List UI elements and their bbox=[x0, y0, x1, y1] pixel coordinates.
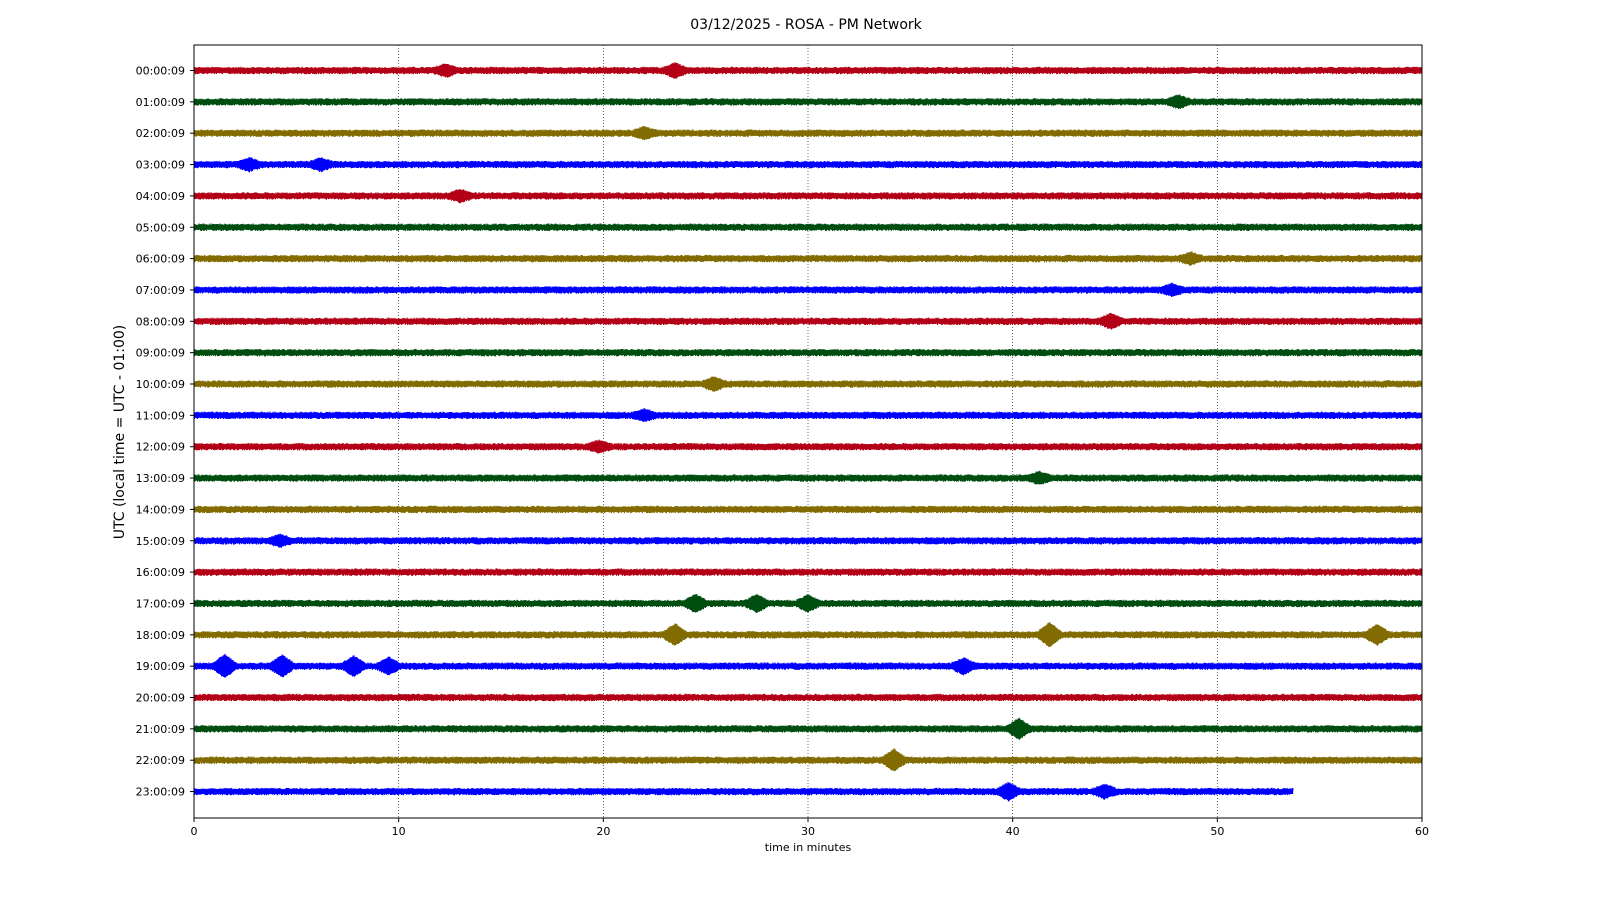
y-tick-label: 15:00:09 bbox=[136, 535, 185, 548]
seismic-trace bbox=[193, 505, 1423, 514]
x-tick-label: 20 bbox=[596, 825, 610, 838]
y-tick-label: 22:00:09 bbox=[136, 754, 185, 767]
seismic-trace bbox=[193, 251, 1423, 266]
y-tick-label: 04:00:09 bbox=[136, 190, 185, 203]
y-tick-label: 07:00:09 bbox=[136, 284, 185, 297]
y-tick-label: 18:00:09 bbox=[136, 629, 185, 642]
seismic-trace bbox=[193, 568, 1423, 576]
seismic-trace bbox=[193, 376, 1423, 392]
seismic-trace bbox=[193, 408, 1423, 422]
seismic-trace bbox=[193, 748, 1423, 772]
y-axis-label: UTC (local time = UTC - 01:00) bbox=[112, 325, 128, 540]
y-tick-label: 05:00:09 bbox=[136, 221, 185, 234]
y-tick-label: 00:00:09 bbox=[136, 65, 185, 78]
y-tick-label: 16:00:09 bbox=[136, 566, 185, 579]
x-tick-label: 10 bbox=[392, 825, 406, 838]
seismic-trace bbox=[193, 312, 1423, 330]
x-tick-label: 0 bbox=[191, 825, 198, 838]
seismic-trace bbox=[193, 693, 1423, 702]
y-tick-label: 23:00:09 bbox=[136, 786, 185, 799]
seismic-trace bbox=[193, 126, 1423, 141]
x-tick-label: 60 bbox=[1415, 825, 1429, 838]
y-tick-label: 08:00:09 bbox=[136, 315, 185, 328]
seismic-trace bbox=[193, 470, 1423, 485]
plot-frame bbox=[193, 44, 1423, 819]
x-tick-label: 50 bbox=[1210, 825, 1224, 838]
seismic-trace bbox=[193, 621, 1423, 647]
y-tick-label: 09:00:09 bbox=[136, 347, 185, 360]
y-tick-label: 21:00:09 bbox=[136, 723, 185, 736]
y-tick-label: 12:00:09 bbox=[136, 441, 185, 454]
chart-title: 03/12/2025 - ROSA - PM Network bbox=[690, 17, 922, 33]
seismic-trace bbox=[193, 781, 1294, 802]
x-tick-labels: 0 10 20 30 40 50 60 bbox=[191, 818, 1429, 838]
y-tick-label: 17:00:09 bbox=[136, 597, 185, 610]
seismic-trace bbox=[193, 533, 1423, 548]
y-tick-label: 13:00:09 bbox=[136, 472, 185, 485]
y-tick-label: 10:00:09 bbox=[136, 378, 185, 391]
x-axis-label: time in minutes bbox=[765, 841, 852, 854]
seismic-trace bbox=[193, 653, 1423, 678]
seismic-trace bbox=[193, 593, 1423, 613]
y-tick-label: 03:00:09 bbox=[136, 159, 185, 172]
seismic-trace bbox=[193, 717, 1423, 740]
seismic-trace bbox=[193, 223, 1423, 231]
y-tick-label: 19:00:09 bbox=[136, 660, 185, 673]
seismic-trace bbox=[193, 439, 1423, 454]
y-tick-label: 20:00:09 bbox=[136, 692, 185, 705]
x-tick-label: 30 bbox=[801, 825, 815, 838]
seismic-trace bbox=[193, 282, 1423, 297]
seismic-trace bbox=[193, 188, 1423, 204]
y-tick-label: 11:00:09 bbox=[136, 409, 185, 422]
seismic-trace bbox=[193, 62, 1423, 79]
y-tick-labels: 00:00:09 01:00:09 02:00:09 03:00:09 04:00:09… bbox=[136, 65, 194, 799]
seismograph-traces bbox=[193, 62, 1423, 802]
x-tick-label: 40 bbox=[1006, 825, 1020, 838]
seismic-trace bbox=[193, 94, 1423, 109]
y-tick-label: 14:00:09 bbox=[136, 503, 185, 516]
seismic-trace bbox=[193, 156, 1423, 173]
seismic-trace bbox=[193, 348, 1423, 357]
y-tick-label: 01:00:09 bbox=[136, 96, 185, 109]
y-tick-label: 06:00:09 bbox=[136, 253, 185, 266]
y-tick-label: 02:00:09 bbox=[136, 127, 185, 140]
